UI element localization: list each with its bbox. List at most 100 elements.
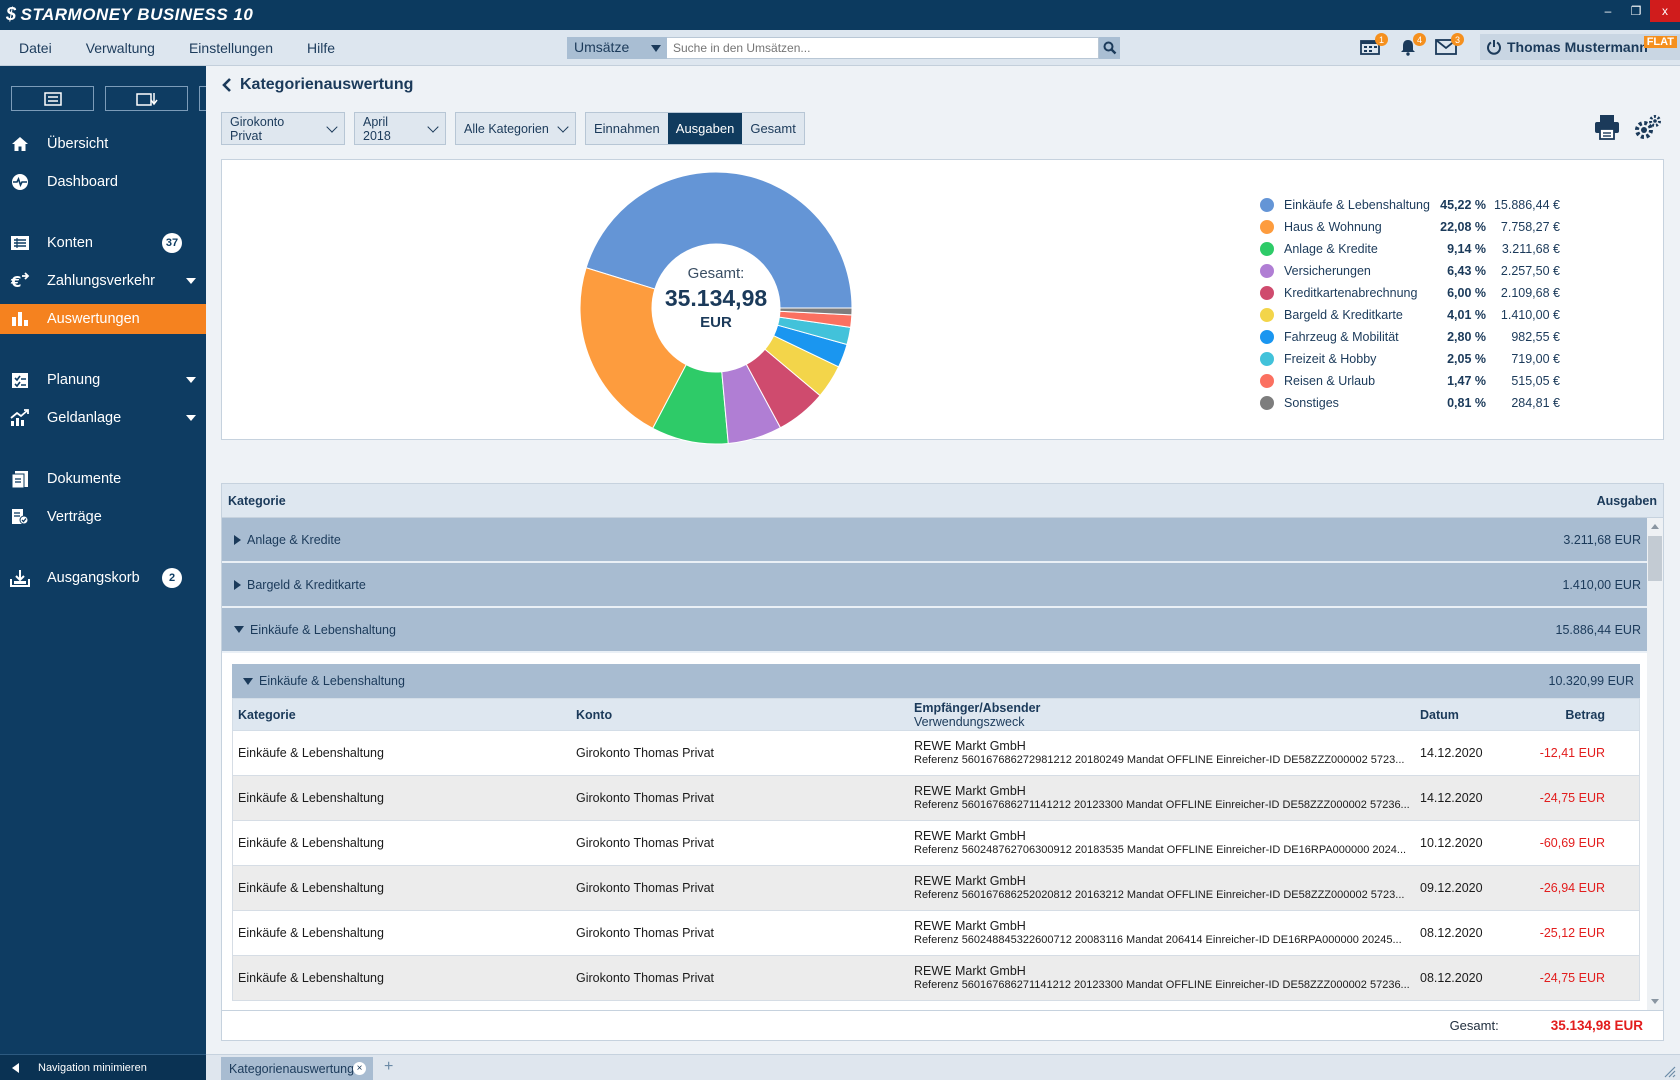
sidebar-item-geldanlage[interactable]: Geldanlage — [0, 403, 206, 433]
sidebar-item-uebersicht[interactable]: Übersicht — [0, 129, 206, 159]
table-row[interactable]: Einkäufe & Lebenshaltung Girokonto Thomas… — [232, 821, 1640, 866]
legend-swatch — [1260, 352, 1274, 366]
close-tab-icon[interactable]: × — [353, 1062, 366, 1075]
sidebar-item-label: Planung — [47, 372, 101, 388]
row-payee-cell: REWE Markt GmbH Referenz 5602488453226007… — [909, 919, 1415, 947]
legend-percent: 22,08 % — [1440, 220, 1486, 234]
legend-percent: 9,14 % — [1447, 242, 1486, 256]
close-button[interactable]: x — [1650, 0, 1680, 22]
tab-einnahmen[interactable]: Einnahmen — [586, 113, 668, 144]
menu-hilfe[interactable]: Hilfe — [307, 40, 336, 56]
search-input[interactable] — [667, 37, 1099, 59]
messages-button[interactable]: 3 — [1434, 33, 1464, 58]
donut-slice[interactable] — [579, 267, 687, 430]
power-icon — [1487, 40, 1501, 55]
donut-center: Gesamt: 35.134,98 EUR — [661, 265, 771, 331]
dashboard-icon — [10, 172, 30, 192]
legend-item: Reisen & Urlaub 1,47 % 515,05 € — [1260, 370, 1560, 392]
col-header-purpose-label: Verwendungszweck — [914, 714, 1025, 729]
category-group-row[interactable]: Bargeld & Kreditkarte 1.410,00 EUR — [222, 563, 1649, 608]
back-icon[interactable] — [222, 78, 232, 92]
category-dropdown[interactable]: Alle Kategorien — [455, 112, 576, 145]
chevron-left-icon — [12, 1062, 19, 1073]
account-overview-button[interactable] — [11, 86, 94, 111]
sidebar-item-vertraege[interactable]: Verträge — [0, 502, 206, 532]
chevron-down-icon — [186, 377, 196, 383]
subgroup-name: Einkäufe & Lebenshaltung — [259, 674, 405, 688]
sidebar-item-label: Übersicht — [47, 136, 109, 152]
period-dropdown[interactable]: April 2018 — [354, 112, 446, 145]
sidebar-item-planung[interactable]: Planung — [0, 365, 206, 395]
legend-percent: 1,47 % — [1447, 374, 1486, 388]
category-group-row[interactable]: Anlage & Kredite 3.211,68 EUR — [222, 518, 1649, 563]
sidebar-item-label: Dokumente — [47, 471, 122, 487]
row-amount: -26,94 EUR — [1539, 881, 1605, 895]
legend-percent: 6,00 % — [1447, 286, 1486, 300]
search-button[interactable] — [1099, 37, 1120, 59]
col-header-category[interactable]: Kategorie — [238, 707, 296, 722]
page-title: Kategorienauswertung — [240, 76, 414, 93]
minimize-button[interactable]: – — [1604, 4, 1612, 18]
retrieve-transactions-button[interactable] — [105, 86, 188, 111]
collapse-arrow-icon — [234, 626, 244, 633]
tab-kategorienauswertung[interactable]: Kategorienauswertung × — [221, 1057, 373, 1080]
row-amount: -24,75 EUR — [1539, 791, 1605, 805]
row-payee-cell: REWE Markt GmbH Referenz 5601676862729812… — [909, 739, 1415, 767]
add-tab-button[interactable]: + — [384, 1058, 394, 1075]
bell-icon — [1401, 40, 1415, 56]
table-scrollbar[interactable] — [1647, 518, 1663, 1010]
donut-slice[interactable] — [779, 307, 853, 316]
restore-button[interactable]: ❐ — [1630, 4, 1642, 18]
menu-verwaltung[interactable]: Verwaltung — [85, 40, 155, 56]
subcategory-row[interactable]: Einkäufe & Lebenshaltung 10.320,99 EUR — [232, 664, 1640, 698]
chevron-down-icon — [557, 120, 569, 133]
row-date: 10.12.2020 — [1420, 836, 1483, 850]
col-header-account[interactable]: Konto — [576, 707, 613, 722]
sidebar-item-ausgangskorb[interactable]: Ausgangskorb 2 — [0, 563, 206, 593]
table-row[interactable]: Einkäufe & Lebenshaltung Girokonto Thomas… — [232, 956, 1640, 1001]
row-purpose: Referenz 560167686271141212 20123300 Man… — [914, 799, 1410, 811]
tab-ausgaben[interactable]: Ausgaben — [667, 113, 743, 144]
table-row[interactable]: Einkäufe & Lebenshaltung Girokonto Thomas… — [232, 776, 1640, 821]
row-category: Einkäufe & Lebenshaltung — [238, 746, 384, 760]
search-scope-select[interactable]: Umsätze — [567, 37, 667, 59]
chart-legend: Einkäufe & Lebenshaltung 45,22 % 15.886,44… — [1260, 194, 1560, 414]
menu-bar: Datei Verwaltung Einstellungen Hilfe Ums… — [0, 30, 1680, 66]
scroll-down-icon[interactable] — [1651, 999, 1659, 1004]
donut-slice[interactable] — [585, 171, 853, 309]
table-row[interactable]: Einkäufe & Lebenshaltung Girokonto Thomas… — [232, 731, 1640, 776]
tab-label: Kategorienauswertung — [229, 1062, 355, 1076]
notifications-button[interactable]: 4 — [1396, 33, 1426, 58]
user-menu[interactable]: Thomas Mustermann FLAT — [1480, 34, 1680, 60]
legend-label: Fahrzeug & Mobilität — [1284, 330, 1399, 344]
menu-datei[interactable]: Datei — [19, 40, 52, 56]
category-group-row[interactable]: Einkäufe & Lebenshaltung 15.886,44 EUR — [222, 608, 1649, 653]
col-header-payee[interactable]: Empfänger/Absender Verwendungszweck — [909, 701, 1415, 729]
calendar-button[interactable]: 1 — [1358, 33, 1388, 58]
tab-gesamt[interactable]: Gesamt — [742, 113, 804, 144]
col-header-amount[interactable]: Betrag — [1565, 707, 1605, 722]
filter-bar: Girokonto Privat April 2018 Alle Kategor… — [221, 112, 805, 145]
legend-swatch — [1260, 286, 1274, 300]
sidebar-item-konten[interactable]: Konten 37 — [0, 228, 206, 258]
table-row[interactable]: Einkäufe & Lebenshaltung Girokonto Thomas… — [232, 911, 1640, 956]
menu-einstellungen[interactable]: Einstellungen — [188, 40, 274, 56]
sidebar-item-dokumente[interactable]: Dokumente — [0, 464, 206, 494]
sidebar-item-zahlungsverkehr[interactable]: € Zahlungsverkehr — [0, 266, 206, 296]
documents-icon — [10, 469, 30, 489]
print-icon[interactable] — [1594, 114, 1620, 140]
navigation-minimize-button[interactable]: Navigation minimieren — [0, 1054, 206, 1080]
legend-label: Sonstiges — [1284, 396, 1339, 410]
category-table: Kategorie Ausgaben Anlage & Kredite 3.21… — [221, 483, 1664, 1041]
sidebar-item-auswertungen[interactable]: Auswertungen — [0, 304, 206, 334]
sidebar-item-dashboard[interactable]: Dashboard — [0, 167, 206, 197]
col-header-ausgaben: Ausgaben — [1596, 493, 1657, 508]
title-bar: $ STARMONEY BUSINESS 10 – ❐ x — [0, 0, 1680, 30]
table-row[interactable]: Einkäufe & Lebenshaltung Girokonto Thomas… — [232, 866, 1640, 911]
account-dropdown[interactable]: Girokonto Privat — [221, 112, 345, 145]
settings-gear-icon[interactable] — [1634, 114, 1662, 142]
col-header-date[interactable]: Datum — [1420, 707, 1459, 722]
scroll-thumb[interactable] — [1648, 536, 1662, 581]
resize-grip-icon[interactable] — [1662, 1064, 1676, 1078]
scroll-up-icon[interactable] — [1651, 524, 1659, 529]
